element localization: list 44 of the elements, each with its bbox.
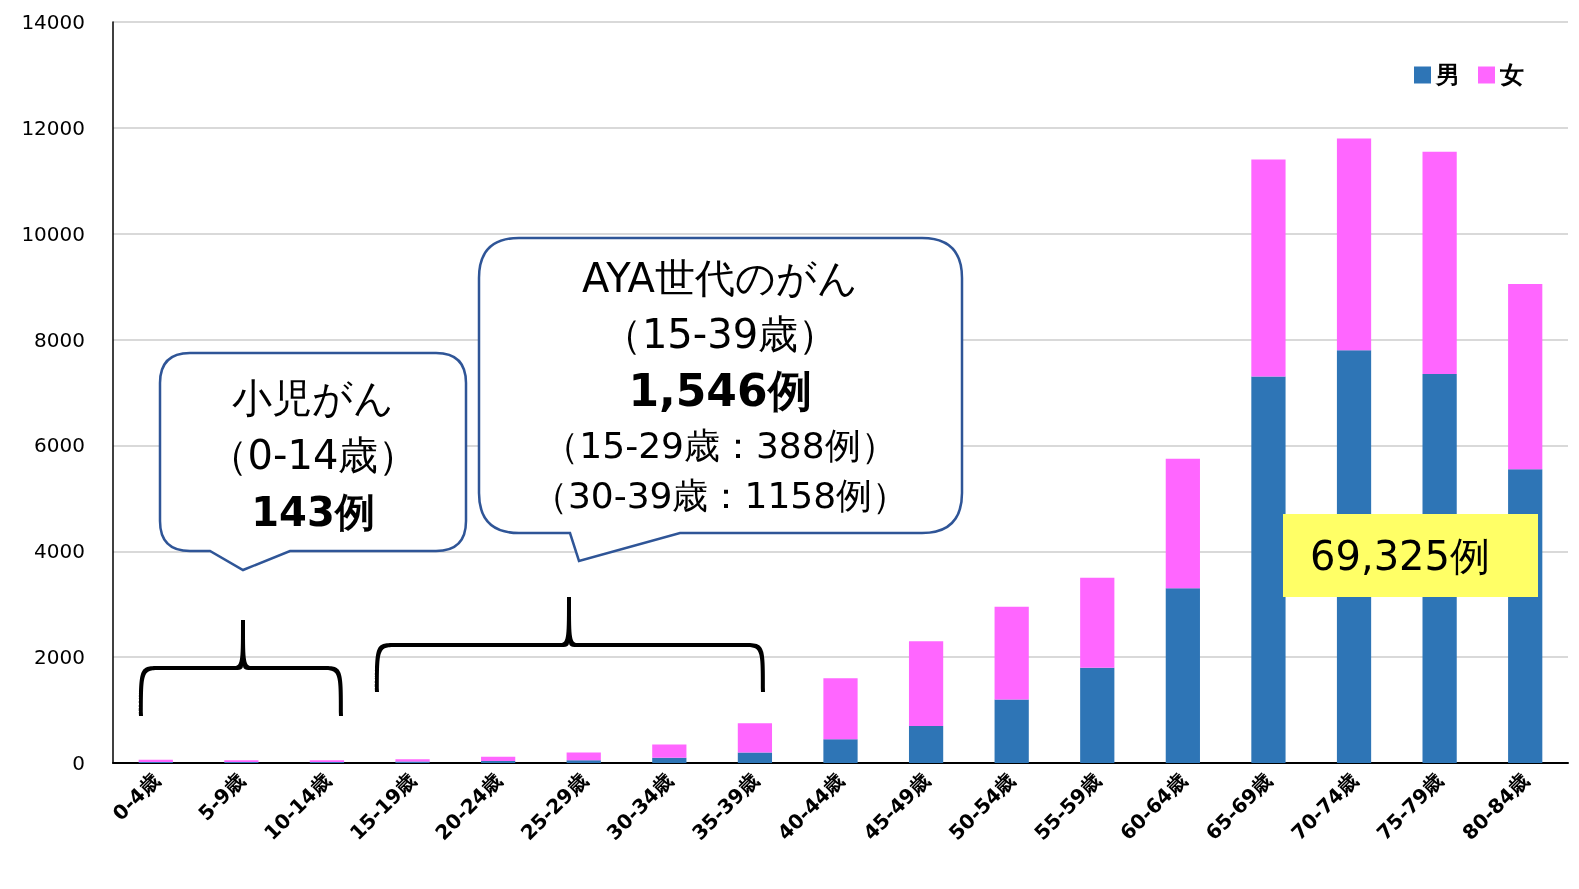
bar	[566, 752, 601, 761]
annotation: （30-39歳：1158例）	[531, 474, 909, 516]
bar	[1508, 284, 1543, 470]
y-tick-label: 8000	[34, 327, 85, 352]
x-tick-label: 5-9歳	[193, 768, 250, 826]
y-tick-label: 6000	[34, 433, 85, 458]
bar	[566, 760, 601, 763]
legend-label: 男	[1435, 61, 1460, 89]
annotation: 69,325例	[1310, 533, 1490, 579]
annotation: （15-29歳：388例）	[543, 424, 897, 466]
bar	[652, 757, 687, 763]
bar	[1251, 159, 1286, 377]
x-tick-label: 0-4歳	[107, 768, 165, 826]
bar	[481, 760, 516, 763]
bar	[1251, 376, 1286, 763]
annotation: （0-14歳）	[207, 432, 419, 478]
bar	[1165, 588, 1200, 763]
legend-label: 女	[1499, 61, 1524, 89]
annotation: 143例	[251, 489, 375, 535]
bar	[481, 756, 516, 761]
bar	[1336, 138, 1372, 351]
bar	[908, 641, 944, 726]
bar	[652, 744, 687, 758]
bar	[908, 725, 944, 763]
bar	[823, 678, 858, 740]
annotation: AYA世代のがん	[582, 255, 858, 301]
annotation: （15-39歳）	[601, 311, 839, 357]
y-tick-label: 2000	[34, 645, 85, 670]
bar	[737, 723, 773, 753]
y-tick-label: 4000	[34, 539, 85, 564]
bar	[737, 752, 773, 763]
bar	[823, 739, 858, 763]
annotation: 1,546例	[628, 364, 812, 416]
y-tick-label: 12000	[21, 115, 85, 140]
y-tick-label: 14000	[21, 10, 85, 34]
bar	[1165, 458, 1200, 589]
bar	[1422, 151, 1457, 374]
bar	[1080, 667, 1115, 763]
y-tick-label: 10000	[21, 221, 85, 246]
y-tick-label: 0	[72, 751, 85, 775]
annotation: 小児がん	[232, 375, 394, 421]
bar	[994, 606, 1029, 700]
bar	[1080, 577, 1115, 668]
bar	[994, 699, 1029, 763]
